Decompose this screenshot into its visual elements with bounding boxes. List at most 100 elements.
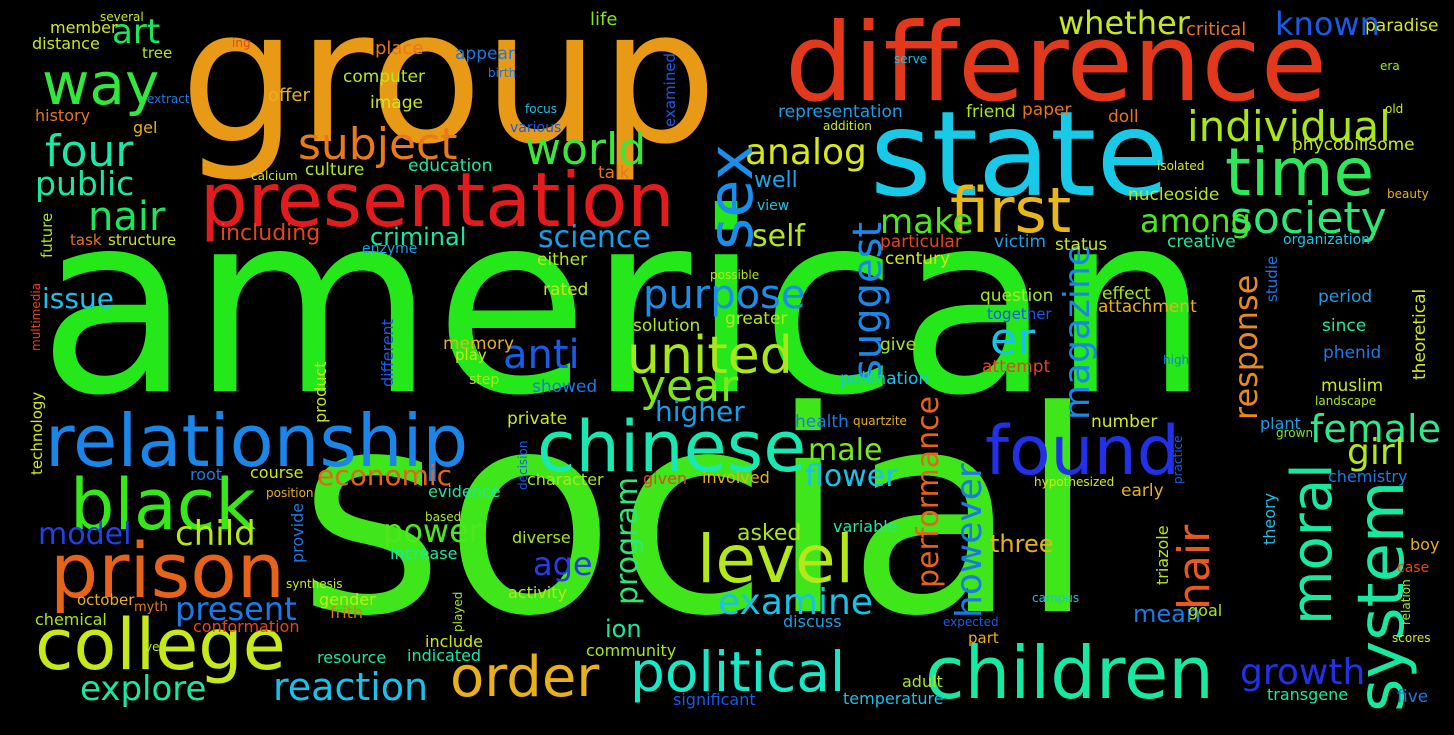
- word-status: status: [1055, 235, 1108, 255]
- word-public: public: [35, 164, 135, 203]
- word-attachment: attachment: [1098, 297, 1197, 317]
- word-economic: economic: [317, 459, 453, 492]
- word-time: time: [1225, 134, 1375, 211]
- word-political: political: [630, 640, 846, 704]
- word-among: among: [1140, 202, 1251, 240]
- word-together: together: [987, 305, 1052, 323]
- word-creative: creative: [1167, 232, 1236, 252]
- word-hypothesized: hypothesized: [1034, 475, 1115, 489]
- word-quartzite: quartzite: [853, 414, 907, 428]
- word-explore: explore: [80, 669, 207, 709]
- word-include: include: [425, 632, 483, 651]
- word-state: state: [870, 85, 1169, 223]
- word-nucleoside: nucleoside: [1128, 185, 1220, 205]
- word-period: period: [1318, 287, 1373, 307]
- word-phenid: phenid: [1323, 343, 1382, 363]
- word-growth: growth: [1240, 652, 1366, 693]
- word-er: er: [990, 314, 1036, 365]
- word-chemistry: chemistry: [1328, 467, 1408, 486]
- word-birth: birth: [488, 66, 517, 80]
- word-education: education: [408, 156, 493, 176]
- word-task: task: [70, 231, 102, 249]
- word-frith: frith: [330, 603, 364, 622]
- word-hair: hair: [1169, 524, 1220, 610]
- word-order: order: [450, 645, 600, 710]
- word-synthesis: synthesis: [286, 577, 343, 591]
- word-technology: technology: [28, 391, 46, 475]
- word-character: character: [527, 470, 604, 489]
- word-presentation: presentation: [200, 156, 675, 244]
- word-whether: whether: [1058, 4, 1190, 42]
- word-decision: decision: [516, 440, 530, 490]
- word-view: view: [757, 198, 790, 214]
- word-step: step: [469, 372, 500, 388]
- word-doll: doll: [1108, 107, 1139, 127]
- word-gel: gel: [133, 118, 158, 137]
- word-organization: organization: [1283, 232, 1371, 248]
- word-relation: relation: [1399, 579, 1413, 625]
- word-resource: resource: [317, 648, 387, 667]
- word-early: early: [1121, 481, 1164, 501]
- word-chinese: chinese: [537, 406, 807, 488]
- word-community: community: [586, 641, 677, 660]
- word-evidence: evidence: [428, 482, 501, 501]
- word-life: life: [590, 9, 618, 30]
- word-victim: victim: [994, 232, 1047, 252]
- word-gender: gender: [319, 590, 376, 609]
- word-health: health: [795, 412, 849, 432]
- word-black: black: [70, 464, 256, 546]
- word-critical: critical: [1186, 19, 1247, 40]
- word-discuss: discuss: [783, 612, 842, 631]
- word-however: however: [949, 463, 990, 618]
- word-year: year: [640, 361, 739, 412]
- word-offer: offer: [268, 85, 310, 106]
- word-model: model: [38, 517, 132, 552]
- word-science: science: [538, 220, 651, 255]
- word-theoretical: theoretical: [1410, 288, 1430, 380]
- word-representation: representation: [778, 102, 903, 122]
- word-ion: ion: [605, 615, 642, 643]
- word-greater: greater: [725, 309, 788, 329]
- word-future: future: [38, 212, 56, 258]
- word-known: known: [1275, 5, 1380, 43]
- word-prison: prison: [50, 526, 285, 615]
- word-three: three: [990, 530, 1054, 558]
- word-either: either: [537, 250, 588, 270]
- word-member: member: [50, 18, 118, 37]
- word-plant: plant: [1260, 414, 1301, 433]
- word-rated: rated: [543, 280, 589, 300]
- word-found: found: [985, 412, 1180, 491]
- word-tree: tree: [142, 44, 173, 62]
- word-mean: mean: [1133, 600, 1202, 628]
- word-beauty: beauty: [1387, 187, 1429, 201]
- word-grown: grown: [1276, 426, 1314, 440]
- word-particular: particular: [880, 232, 962, 252]
- word-individual: individual: [1187, 102, 1391, 151]
- word-history: history: [35, 106, 91, 125]
- word-nair: nair: [88, 194, 166, 240]
- word-practice: practice: [1171, 435, 1185, 484]
- word-played: played: [451, 591, 465, 632]
- word-appear: appear: [455, 44, 515, 64]
- word-attempt: attempt: [982, 357, 1051, 377]
- word-involved: involved: [702, 468, 770, 487]
- word-enzyme: enzyme: [362, 241, 418, 257]
- word-first: first: [950, 174, 1072, 247]
- word-era: era: [1380, 59, 1400, 73]
- word-response: response: [1227, 274, 1265, 420]
- word-showed: showed: [532, 377, 598, 397]
- word-analog: analog: [745, 132, 867, 173]
- word-structure: structure: [108, 231, 177, 249]
- word-asked: asked: [737, 521, 802, 546]
- word-subject: subject: [298, 119, 458, 170]
- word-image: image: [370, 93, 423, 113]
- word-addition: addition: [823, 119, 872, 133]
- word-various: various: [510, 120, 562, 136]
- word-muslim: muslim: [1321, 376, 1384, 396]
- word-significant: significant: [673, 690, 756, 709]
- word-paper: paper: [1022, 100, 1072, 120]
- word-higher: higher: [655, 395, 745, 428]
- word-art: art: [112, 12, 161, 52]
- word-including: including: [220, 221, 321, 246]
- word-activity: activity: [508, 583, 567, 602]
